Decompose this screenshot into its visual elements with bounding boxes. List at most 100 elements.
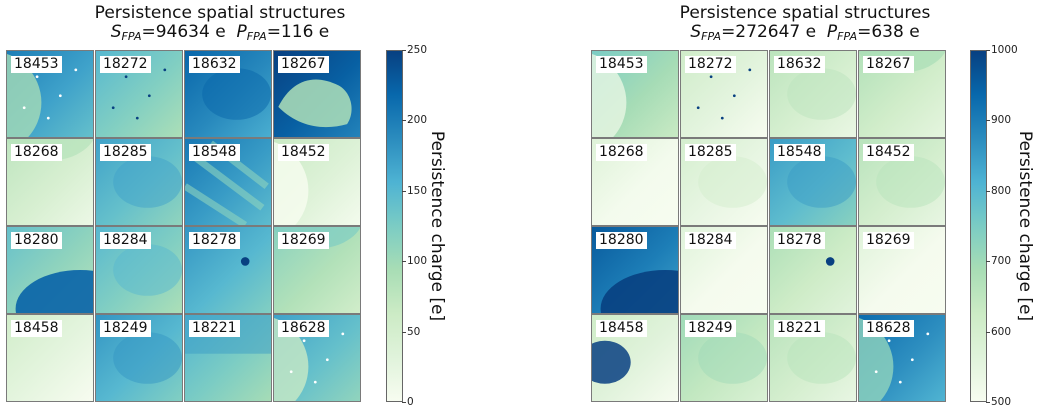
s-symbol: S: [110, 22, 122, 42]
tile-dot: [46, 116, 50, 120]
tile-dot: [74, 68, 78, 72]
tile-dot: [926, 332, 930, 336]
tile-image: [859, 51, 945, 137]
tile-grid: 18453 18272 18632 18267 18268 18285 18548 18452…: [591, 50, 947, 402]
tile-label: 18221: [774, 320, 825, 337]
colorbar-tick: 1000: [986, 44, 1018, 56]
colorbar-tick: 600: [985, 325, 1012, 338]
chart-title: Persistence spatial structures SFPA=9463…: [0, 4, 440, 46]
colorbar-tick: 200: [401, 114, 428, 127]
tile-18628: 18628: [858, 314, 946, 402]
tile-label: 18632: [189, 56, 240, 73]
tile-18284: 18284: [680, 226, 768, 314]
tile-18249: 18249: [680, 314, 768, 402]
colorbar-tick: 700: [985, 255, 1012, 268]
tile-18458: 18458: [591, 314, 679, 402]
tile-label: 18628: [863, 320, 914, 337]
tile-label: 18267: [863, 56, 914, 73]
tile-dot: [35, 75, 39, 79]
tile-feature: [698, 332, 767, 384]
tile-18280: 18280: [6, 226, 94, 314]
colorbar: [386, 50, 403, 402]
tile-label: 18267: [278, 56, 329, 73]
tile-label: 18452: [278, 144, 329, 161]
tile-label: 18272: [685, 56, 736, 73]
tile-18453: 18453: [6, 50, 94, 138]
tile-dot: [135, 116, 139, 120]
tile-label: 18268: [596, 144, 647, 161]
tile-feature: [600, 270, 678, 313]
tile-label: 18280: [596, 232, 647, 249]
p-subscript: FPA: [837, 30, 858, 43]
colorbar-tick: 800: [985, 184, 1012, 197]
tile-18548: 18548: [769, 138, 857, 226]
s-symbol: S: [690, 22, 702, 42]
tile-18458: 18458: [6, 314, 94, 402]
tile-label: 18269: [278, 232, 329, 249]
colorbar-tick: 100: [401, 255, 428, 268]
tile-18272: 18272: [95, 50, 183, 138]
tile-dot: [302, 339, 306, 343]
tile-dot: [732, 94, 736, 98]
tile-grid: 18453 18272 18632 18267 18268 18285 18548 18452…: [6, 50, 362, 402]
colorbar: [970, 50, 987, 402]
title-line1: Persistence spatial structures: [679, 3, 931, 23]
chart-title: Persistence spatial structures S FPA =2726…: [585, 4, 1025, 46]
tile-dot: [147, 94, 151, 98]
tile-feature: [113, 332, 182, 384]
tile-feature: [592, 53, 627, 137]
tile-18221: 18221: [769, 314, 857, 402]
tile-label: 18249: [100, 320, 151, 337]
tile-18269: 18269: [273, 226, 361, 314]
tile-feature: [15, 270, 93, 313]
tile-18280: 18280: [591, 226, 679, 314]
tile-feature: [278, 79, 352, 128]
tile-dot: [898, 380, 902, 384]
tile-18278: 18278: [184, 226, 272, 314]
left-panel: Persistence spatial structures SFPA=9463…: [0, 0, 470, 412]
colorbar-label: Persistence charge [e]: [427, 130, 447, 322]
tile-label: 18280: [11, 232, 62, 249]
tile-label: 18458: [596, 320, 647, 337]
tile-label: 18285: [100, 144, 151, 161]
colorbar-tick: 900: [985, 114, 1012, 127]
tile-18268: 18268: [6, 138, 94, 226]
tile-feature: [274, 141, 309, 225]
tile-image: [681, 315, 767, 401]
p-subscript: FPA: [246, 30, 267, 43]
tile-feature: [787, 332, 856, 384]
s-value: =272647 e: [721, 22, 817, 42]
tile-18452: 18452: [273, 138, 361, 226]
tile-18632: 18632: [769, 50, 857, 138]
tile-18278: 18278: [769, 226, 857, 314]
tile-18221: 18221: [184, 314, 272, 402]
tile-18453: 18453: [591, 50, 679, 138]
tile-dot: [874, 370, 878, 374]
tile-18285: 18285: [95, 138, 183, 226]
colorbar-tick: 250: [401, 44, 428, 56]
tile-label: 18269: [863, 232, 914, 249]
title-line1: Persistence spatial structures: [94, 3, 346, 23]
tile-feature: [859, 317, 894, 401]
p-symbol: P: [826, 22, 838, 42]
tile-feature: [113, 156, 182, 208]
tile-dot: [696, 106, 700, 110]
tile-label: 18278: [189, 232, 240, 249]
tile-feature: [876, 156, 945, 208]
tile-label: 18452: [863, 144, 914, 161]
tile-feature: [202, 68, 271, 120]
tile-18284: 18284: [95, 226, 183, 314]
tile-dot: [22, 106, 26, 110]
tile-feature: [787, 68, 856, 120]
tile-dot: [289, 370, 293, 374]
colorbar-label: Persistence charge [e]: [1015, 130, 1035, 322]
tile-dot: [240, 257, 250, 266]
tile-dot: [748, 68, 752, 72]
colorbar-tick: 500: [985, 396, 1012, 408]
tile-label: 18278: [774, 232, 825, 249]
p-symbol: P: [236, 22, 247, 42]
tile-label: 18628: [278, 320, 329, 337]
tile-18249: 18249: [95, 314, 183, 402]
tile-feature: [698, 156, 767, 208]
tile-label: 18284: [100, 232, 151, 249]
